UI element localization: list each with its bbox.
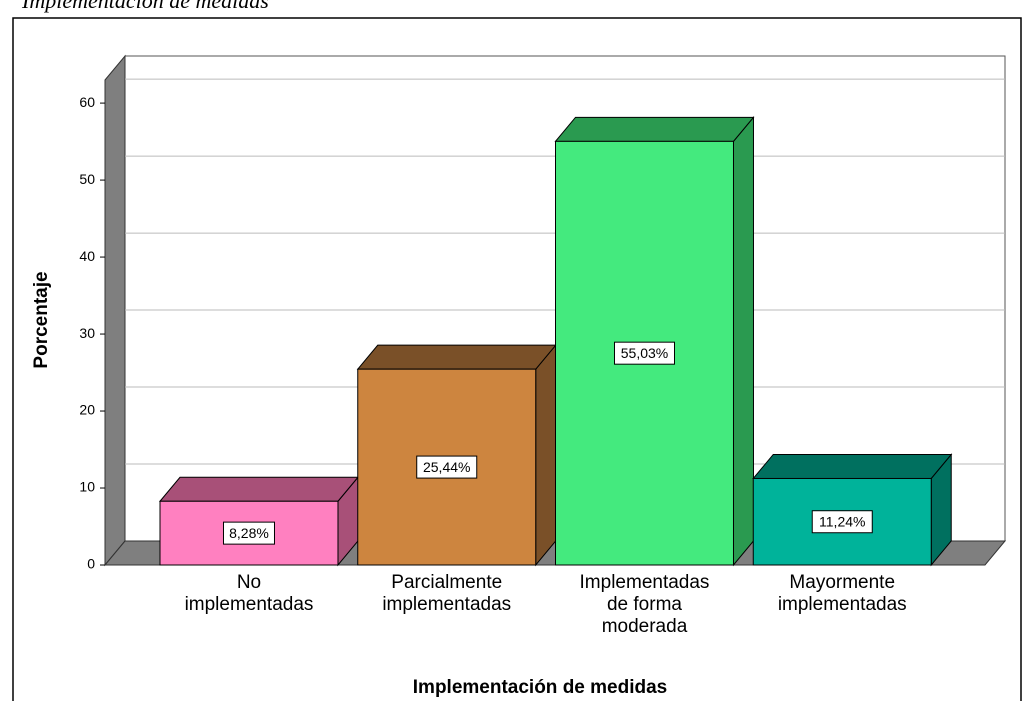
bar-top — [356, 344, 557, 370]
x-tick-label: No implementadas — [184, 572, 314, 615]
y-tick-label: 30 — [79, 325, 95, 341]
y-tick-label: 40 — [79, 248, 95, 264]
y-tick-label: 10 — [79, 479, 95, 495]
value-label: 55,03% — [621, 345, 668, 361]
y-axis-title: Porcentaje — [31, 271, 52, 368]
bar-side — [535, 343, 557, 567]
y-tick-label: 0 — [87, 556, 95, 572]
caption: Implementación de medidas — [22, 0, 269, 13]
value-label-box — [613, 341, 675, 365]
y-tick-label: 20 — [79, 402, 95, 418]
bar-side — [732, 115, 754, 567]
x-tick-label: Parcialmente implementadas — [382, 572, 512, 615]
x-tick-label: Mayormente implementadas — [777, 572, 907, 615]
y-tick-label: 50 — [79, 171, 95, 187]
frame — [12, 17, 1022, 701]
bar-top — [554, 116, 755, 142]
value-label-box — [811, 510, 873, 534]
value-label-box — [222, 521, 275, 545]
bar-top — [752, 453, 953, 479]
value-label: 11,24% — [819, 513, 865, 529]
x-axis-title: Implementación de medidas — [413, 677, 667, 698]
bar-top — [158, 476, 360, 502]
y-tick-label: 60 — [79, 94, 95, 110]
value-label: 25,44% — [423, 459, 470, 475]
value-label: 8,28% — [229, 525, 269, 541]
value-label-box — [416, 455, 478, 479]
left-wall — [104, 54, 126, 567]
x-tick-label: Implementadas de forma moderada — [579, 572, 710, 637]
